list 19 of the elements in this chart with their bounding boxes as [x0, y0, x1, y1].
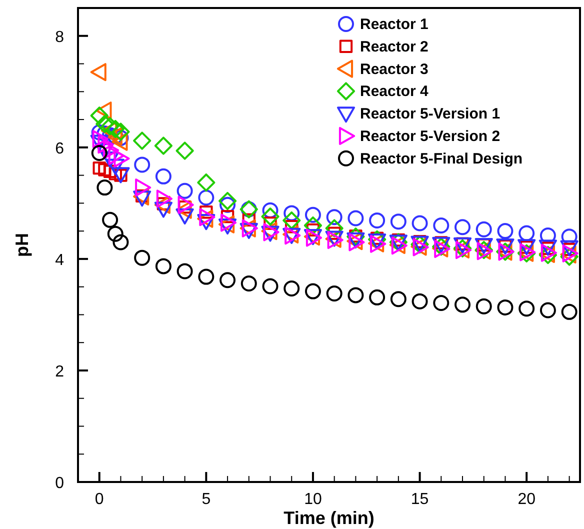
- y-tick-label: 8: [55, 28, 64, 46]
- legend-label: Reactor 2: [360, 38, 428, 56]
- y-tick-label: 2: [55, 363, 64, 380]
- legend-label: Reactor 5-Version 1: [360, 106, 500, 123]
- y-tick-label: 4: [55, 252, 64, 269]
- legend-label: Reactor 1: [360, 16, 428, 33]
- y-axis-title: pH: [12, 233, 32, 257]
- x-tick-label: 10: [304, 491, 322, 508]
- x-axis-title: Time (min): [284, 508, 374, 528]
- y-tick-label: 0: [55, 475, 64, 492]
- x-tick-label: 5: [202, 491, 211, 508]
- y-tick-label: 6: [55, 140, 64, 158]
- x-tick-label: 0: [94, 491, 104, 508]
- legend-label: Reactor 4: [360, 83, 430, 100]
- x-tick-label: 15: [410, 491, 429, 508]
- legend-label: Reactor 5-Final Design: [360, 150, 523, 168]
- x-tick-label: 20: [518, 491, 536, 508]
- legend-label: Reactor 3: [360, 60, 428, 78]
- legend-label: Reactor 5-Version 2: [360, 128, 500, 145]
